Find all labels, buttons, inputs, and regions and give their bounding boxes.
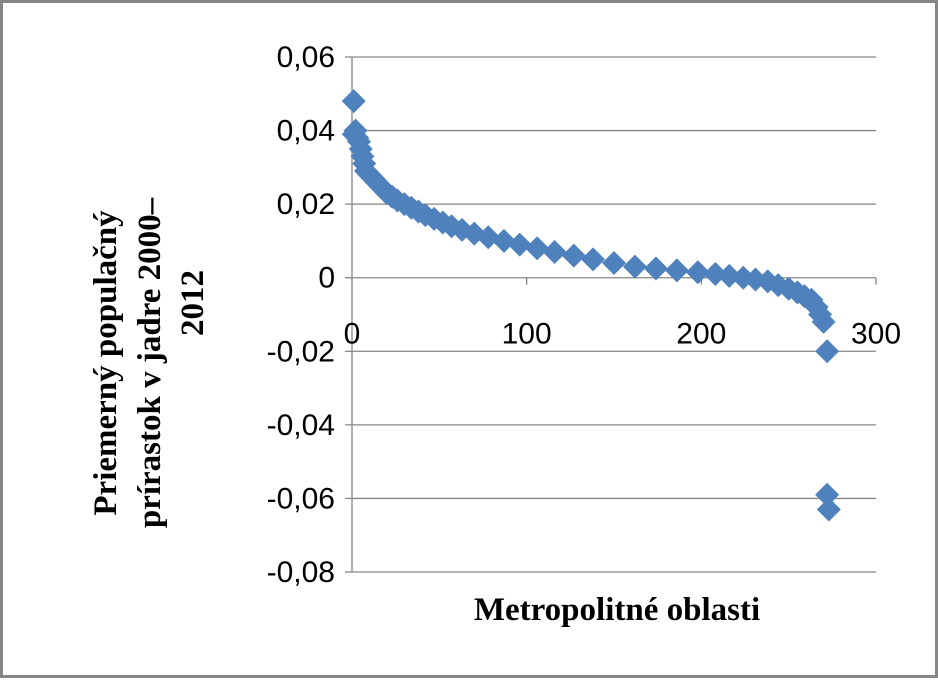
y-axis-title-line-3: 2012	[175, 270, 211, 336]
data-point	[622, 254, 647, 279]
y-tick-label: 0	[318, 262, 335, 295]
data-point	[602, 251, 626, 275]
data-point	[561, 243, 586, 268]
x-axis-title: Metropolitné oblasti	[474, 592, 760, 628]
data-point	[476, 225, 501, 250]
data-point	[815, 482, 840, 507]
y-tick-label: -0,02	[267, 335, 335, 368]
data-point	[341, 89, 366, 114]
y-tick-label: 0,02	[277, 188, 335, 221]
data-point	[664, 258, 689, 283]
data-point	[542, 239, 567, 264]
y-tick-label: -0,06	[267, 482, 335, 515]
data-points	[341, 89, 841, 522]
scatter-chart: 0,06 0,04 0,02 0 -0,02 -0,04 -0,06 -0,08 0 100 20…	[88, 41, 901, 628]
y-axis-title-line-1: Priemerný populačný	[88, 210, 124, 516]
y-axis-title-line-2: prírastok v jadre 2000–	[132, 197, 168, 528]
data-point	[643, 256, 668, 281]
y-tick-label: 0,06	[277, 41, 335, 74]
data-point	[581, 247, 606, 272]
data-point	[703, 262, 728, 287]
y-tick-label: -0,08	[267, 556, 335, 589]
gridlines	[352, 56, 876, 573]
x-tick-label: 0	[344, 318, 361, 351]
data-point	[491, 228, 516, 253]
data-point	[811, 309, 836, 334]
data-point	[685, 260, 710, 285]
y-tick-labels: 0,06 0,04 0,02 0 -0,02 -0,04 -0,06 -0,08	[267, 41, 335, 589]
y-tick-label: -0,04	[267, 409, 335, 442]
axes	[345, 56, 877, 573]
data-point	[815, 339, 840, 364]
x-tick-labels: 0 100 200 300	[344, 318, 901, 351]
y-axis-title: Priemerný populačný prírastok v jadre 20…	[88, 197, 211, 528]
data-point	[525, 236, 550, 261]
x-tick-label: 100	[502, 318, 552, 351]
data-point	[717, 263, 742, 288]
data-point	[507, 232, 532, 257]
data-point	[816, 497, 841, 522]
x-tick-label: 200	[676, 318, 726, 351]
x-tick-label: 300	[851, 318, 901, 351]
y-tick-label: 0,04	[277, 115, 335, 148]
